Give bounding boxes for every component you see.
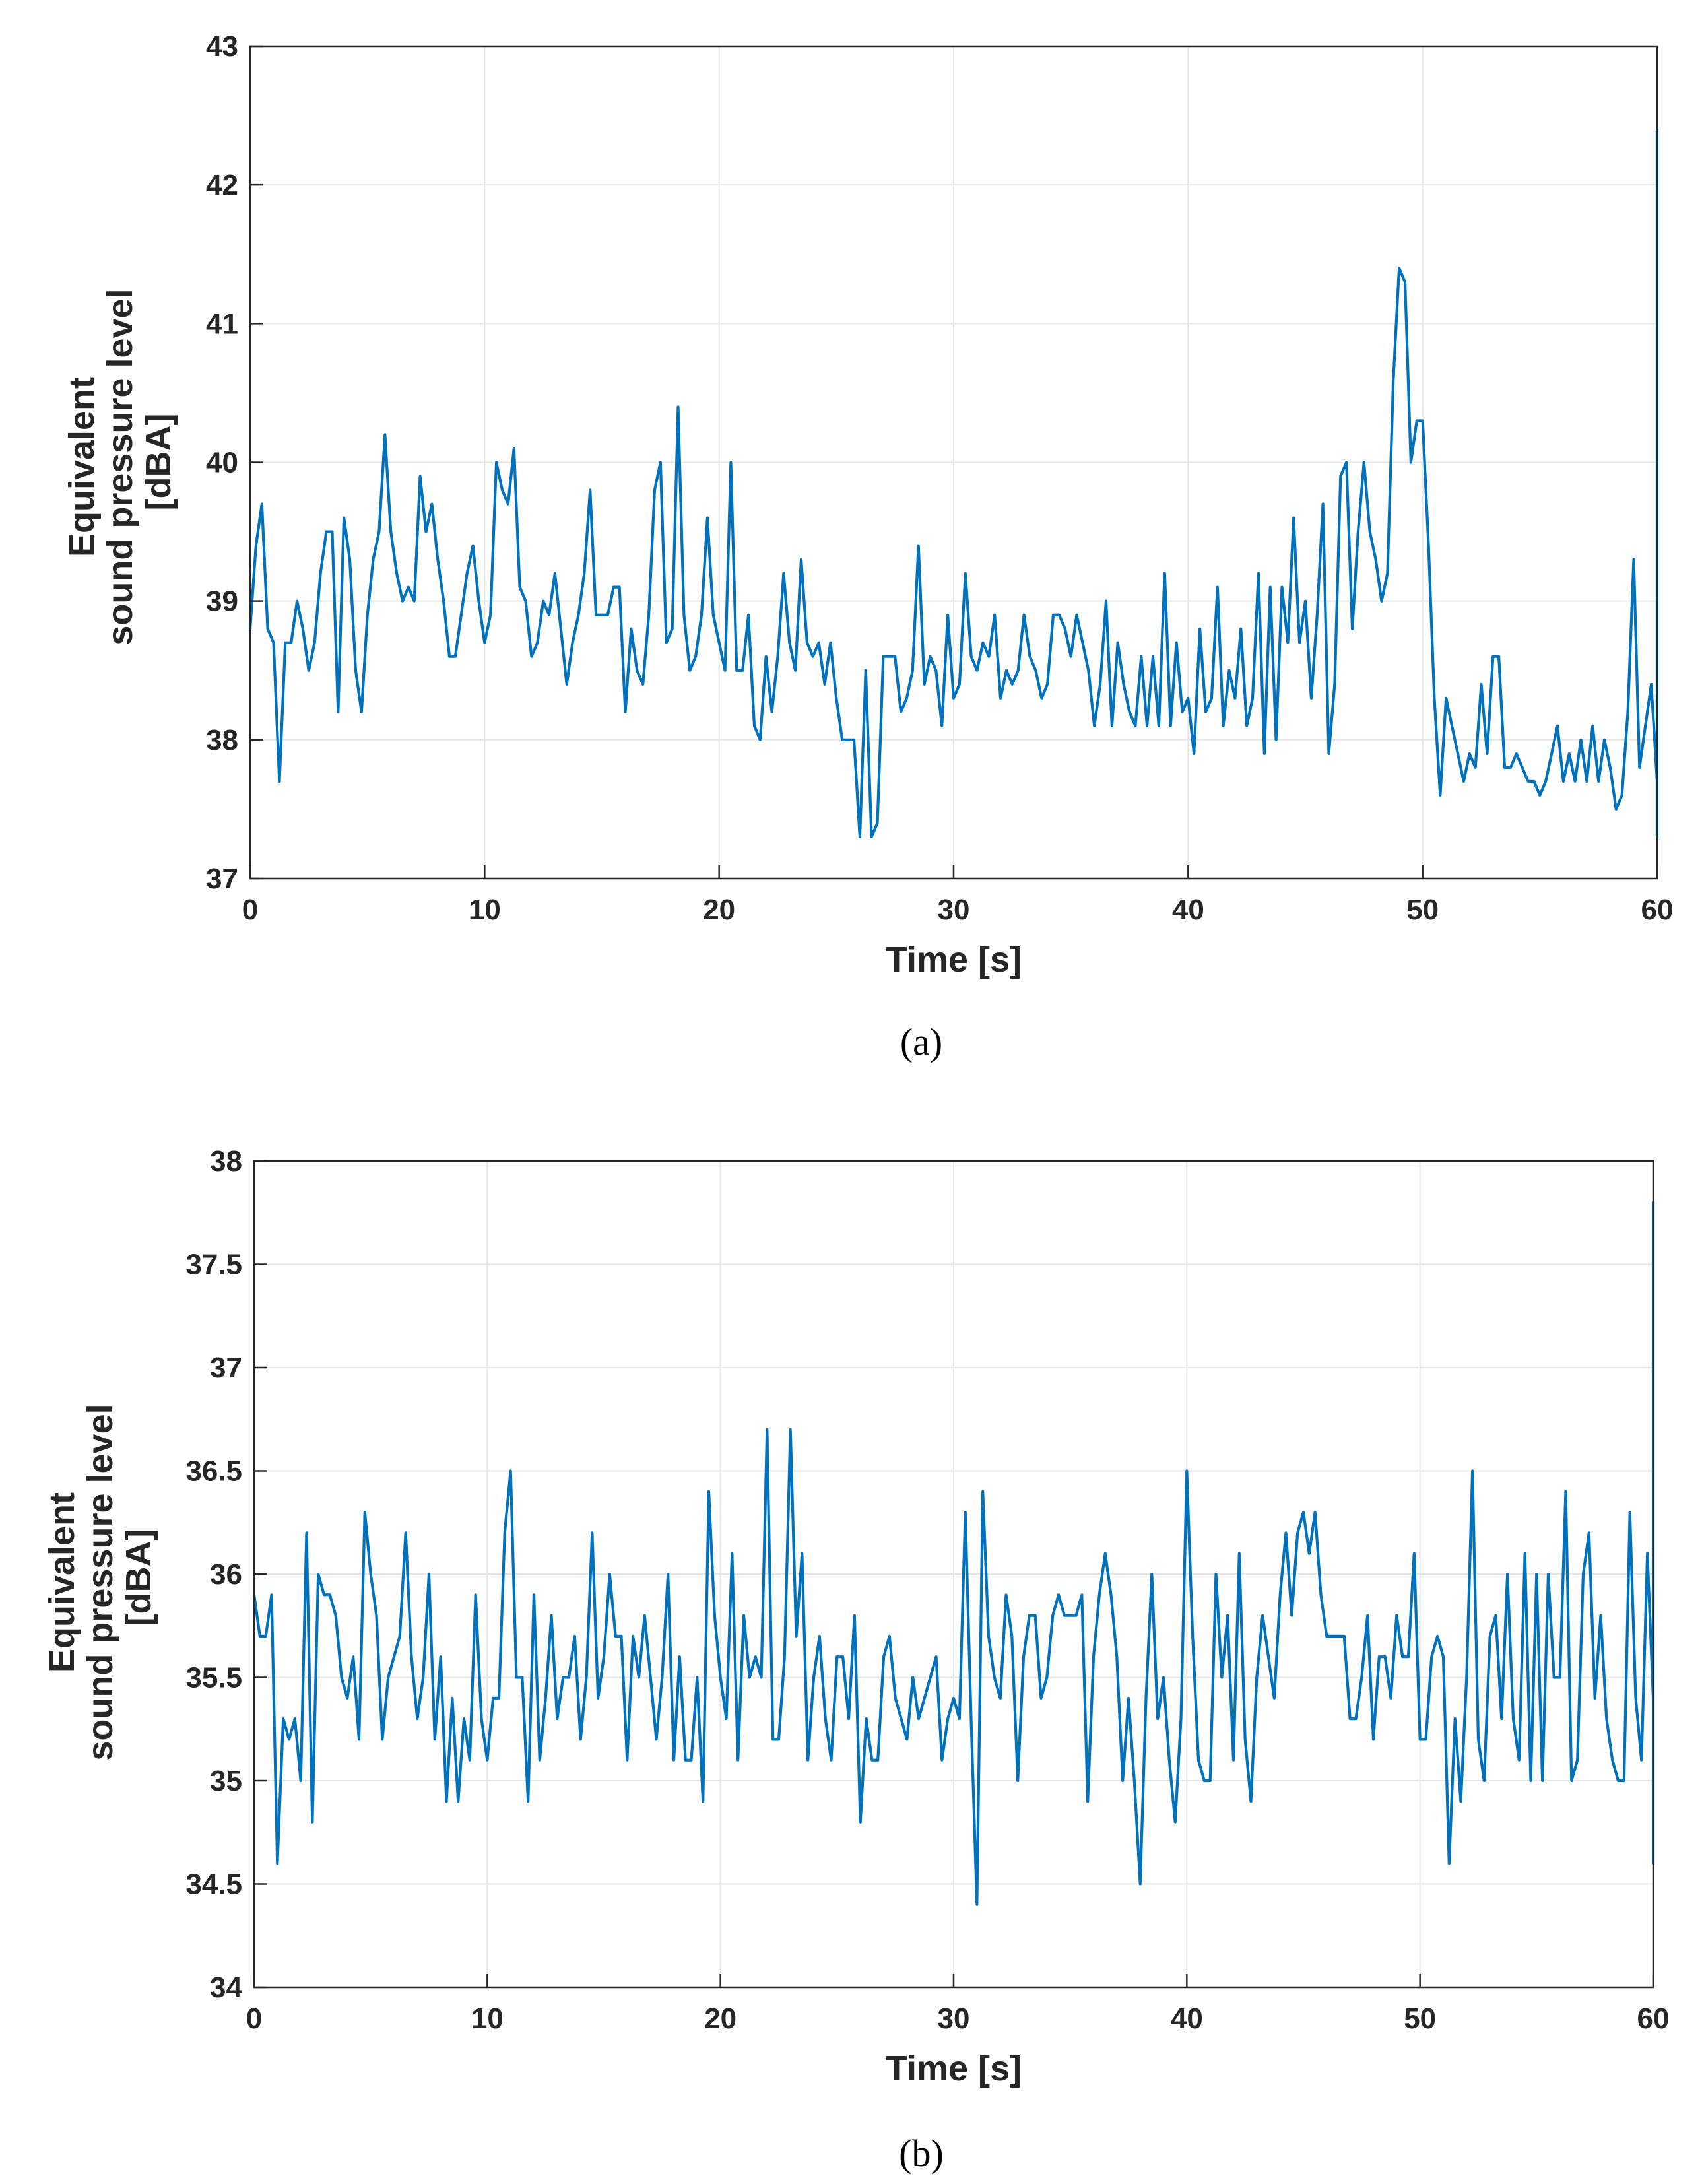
chart-b-y-tick-label: 37 xyxy=(210,1352,242,1384)
chart-b-x-tick-label: 30 xyxy=(938,2002,970,2035)
chart-b-y-axis-label-line-3: [dBA] xyxy=(119,1529,158,1626)
chart-a-x-tick-label: 30 xyxy=(938,894,970,926)
chart-b-x-tick-label: 10 xyxy=(471,2002,504,2035)
chart-a-x-tick-label: 60 xyxy=(1641,894,1674,926)
chart-a-y-tick-label: 39 xyxy=(206,585,238,618)
chart-a-y-axis-label-line-2: sound pressure level xyxy=(100,288,140,645)
chart-a-y-axis-label: Equivalent sound pressure level [dBA] xyxy=(62,279,178,645)
chart-b-y-tick-label: 36.5 xyxy=(185,1455,242,1488)
chart-a-y-tick-label: 40 xyxy=(206,447,238,479)
chart-b-y-tick-label: 38 xyxy=(210,1145,242,1177)
chart-a-x-tick-label: 50 xyxy=(1406,894,1439,926)
chart-a-y-tick-label: 43 xyxy=(206,30,238,63)
chart-a-y-tick-labels: 37 38 39 40 41 42 43 xyxy=(206,30,263,895)
chart-a-x-tick-label: 20 xyxy=(703,894,735,926)
chart-a-x-tick-labels: 0 10 20 30 40 50 60 xyxy=(242,865,1674,926)
chart-b-x-tick-label: 50 xyxy=(1404,2002,1436,2035)
chart-b: 34 34.5 35 35.5 36 36.5 37 37.5 38 0 10 20 30 40 50 60… xyxy=(42,1145,1669,2175)
chart-b-x-tick-label: 0 xyxy=(246,2002,262,2035)
chart-a-x-axis-label: Time [s] xyxy=(886,940,1022,979)
chart-b-caption: (b) xyxy=(899,2132,944,2175)
chart-a-caption: (a) xyxy=(900,1020,942,1063)
chart-a-y-tick-label: 37 xyxy=(206,863,238,895)
chart-b-y-tick-label: 37.5 xyxy=(185,1249,242,1281)
chart-a: 37 38 39 40 41 42 43 0 10 20 30 40 50 60 Time [s] Eq… xyxy=(62,30,1673,1063)
chart-b-y-tick-labels: 34 34.5 35 35.5 36 36.5 37 37.5 38 xyxy=(185,1145,267,2004)
chart-a-y-tick-label: 42 xyxy=(206,169,238,201)
chart-b-y-axis-label: Equivalent sound pressure level [dBA] xyxy=(42,1394,158,1760)
chart-a-y-tick-label: 38 xyxy=(206,724,238,756)
chart-a-x-tick-label: 10 xyxy=(469,894,501,926)
chart-a-y-tick-label: 41 xyxy=(206,308,238,340)
chart-b-x-tick-label: 40 xyxy=(1171,2002,1203,2035)
chart-a-x-tick-label: 0 xyxy=(242,894,258,926)
chart-b-y-tick-label: 34.5 xyxy=(185,1869,242,1901)
chart-b-y-axis-label-line-1: Equivalent xyxy=(42,1492,82,1672)
chart-b-x-tick-label: 20 xyxy=(704,2002,736,2035)
chart-b-x-axis-label: Time [s] xyxy=(886,2049,1022,2088)
chart-a-y-axis-label-line-1: Equivalent xyxy=(62,377,102,557)
chart-b-y-axis-label-line-2: sound pressure level xyxy=(81,1404,120,1760)
chart-b-y-tick-label: 35.5 xyxy=(185,1662,242,1694)
chart-b-y-tick-label: 35 xyxy=(210,1765,242,1797)
chart-b-y-tick-label: 34 xyxy=(210,1971,242,2004)
chart-b-x-tick-labels: 0 10 20 30 40 50 60 xyxy=(246,1974,1670,2035)
chart-a-grid xyxy=(250,46,1657,878)
chart-b-y-tick-label: 36 xyxy=(210,1558,242,1591)
chart-b-grid xyxy=(254,1161,1653,1987)
chart-a-x-tick-label: 40 xyxy=(1172,894,1204,926)
chart-a-y-axis-label-line-3: [dBA] xyxy=(139,414,178,511)
chart-b-x-tick-label: 60 xyxy=(1637,2002,1670,2035)
